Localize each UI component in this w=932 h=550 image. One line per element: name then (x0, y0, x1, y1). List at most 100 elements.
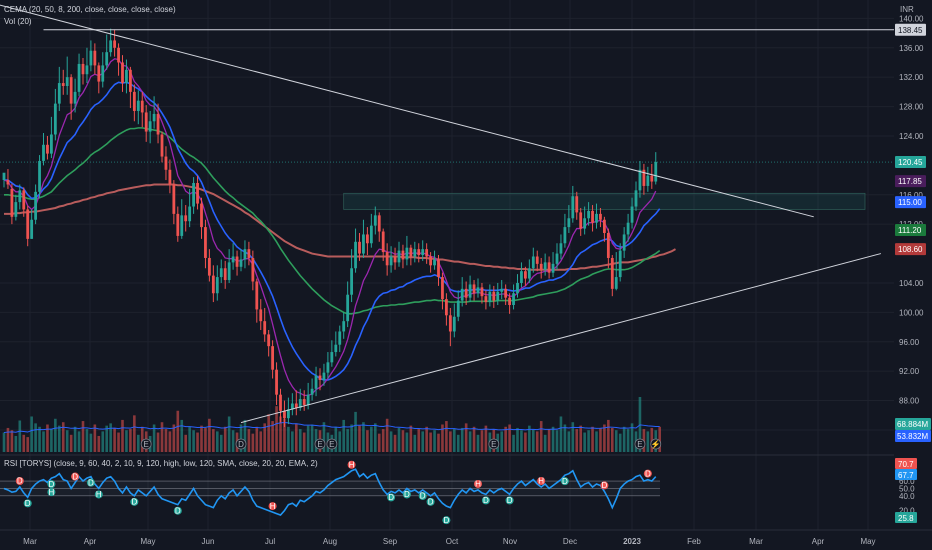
support-zone-box (343, 192, 866, 210)
volume-bar (338, 431, 342, 452)
rsi-line (3, 468, 657, 516)
event-icon-label: E (491, 440, 496, 449)
candle-body (247, 249, 251, 258)
event-icon[interactable] (235, 438, 247, 450)
price-axis[interactable]: 140.00136.00132.00128.00124.00116.00112.… (894, 0, 932, 550)
candle-body (176, 213, 180, 236)
volume-bar (520, 430, 523, 452)
volume-bar (551, 426, 555, 452)
lower-trendline[interactable] (240, 253, 882, 424)
time-axis[interactable]: Mar Apr May Jun Jul Aug Sep Oct Nov Dec 2023 Feb Mar… (0, 529, 932, 546)
candle-body (180, 215, 184, 236)
candle-body (350, 268, 353, 295)
candle-body (89, 50, 93, 66)
time-tick: Feb (687, 537, 701, 546)
candle-body (571, 196, 575, 219)
volume-bar (595, 431, 598, 452)
candle-body (346, 294, 350, 322)
rsi-marker-label: H (49, 488, 55, 497)
volume-bar (50, 429, 53, 452)
rsi-marker-label: D (17, 477, 23, 486)
price-tick: 104.00 (899, 279, 924, 288)
rsi-marker (94, 490, 103, 499)
volume-bar (204, 427, 207, 452)
candle-body (496, 291, 500, 301)
candle-body (136, 100, 140, 111)
candle-body (626, 222, 630, 235)
price-tag-label: 120.45 (898, 158, 923, 167)
candle-body (377, 215, 381, 232)
event-icon[interactable] (634, 438, 646, 450)
rsi-tick: 50.0 (899, 484, 915, 493)
event-icon[interactable] (140, 438, 152, 450)
rsi-marker-label: D (428, 498, 434, 507)
candle-body (334, 344, 338, 353)
event-icon[interactable] (314, 438, 326, 450)
volume-bar (223, 426, 227, 452)
volume-bar (109, 423, 112, 452)
volume-tag-label: 68.884M (897, 420, 928, 429)
volume-indicator-legend[interactable]: Vol (20) (4, 17, 32, 26)
main-indicator-legend[interactable]: CEMA (20, 50, 8, 200, close, close, clos… (4, 5, 176, 14)
volume-bar (445, 421, 448, 452)
event-icon[interactable] (650, 438, 662, 450)
candle-body (358, 241, 361, 254)
candle-body (65, 77, 69, 86)
volume-bar (547, 429, 551, 452)
candle-body (302, 399, 306, 405)
rsi-marker (71, 472, 80, 481)
candle-body (547, 262, 551, 273)
candle-body (310, 388, 314, 395)
time-tick: Aug (323, 537, 337, 546)
upper-trendline[interactable] (0, 0, 814, 218)
event-icons[interactable]: E D E E E E ⚡ (140, 438, 662, 450)
candle-body (279, 394, 282, 411)
candle-body (121, 62, 124, 84)
time-tick: Nov (503, 537, 517, 546)
volume-bar (267, 414, 270, 452)
candle-body (405, 247, 409, 260)
candle-body (500, 288, 504, 292)
volume-bar (579, 425, 582, 452)
volume-bar (421, 431, 424, 452)
volume-bar (69, 434, 73, 452)
volume-bar (58, 425, 61, 452)
rsi-marker-label: D (645, 469, 651, 478)
volume-bar (409, 425, 413, 452)
volume-bar (77, 431, 81, 452)
trendlines[interactable] (0, 0, 894, 424)
volume-bar (389, 431, 393, 452)
candle-body (314, 375, 318, 389)
volume-bar (555, 430, 559, 452)
rsi-indicator-legend[interactable]: RSI [TORYS] (close, 9, 60, 40, 2, 10, 9,… (4, 459, 318, 468)
candle-body (30, 219, 34, 239)
volume-bar (464, 423, 468, 452)
volume-bar (484, 425, 488, 452)
volume-bar (22, 434, 26, 452)
volume-bar (129, 429, 132, 452)
ema50-line (4, 127, 661, 315)
volume-bar (354, 411, 357, 452)
candle-body (366, 234, 369, 244)
volume-bar (61, 422, 65, 452)
candle-body (46, 144, 49, 154)
volume-bar (460, 427, 464, 452)
candle-body (38, 160, 41, 192)
volume-bar (101, 431, 105, 452)
candle-body (326, 362, 330, 373)
candle-body (200, 203, 203, 228)
volume-bar (453, 429, 456, 452)
candle-body (97, 65, 101, 82)
candle-body (101, 65, 105, 82)
event-icon[interactable] (326, 438, 338, 450)
event-icon[interactable] (488, 438, 500, 450)
rsi-marker-label: D (49, 480, 55, 489)
volume-bar (571, 422, 575, 452)
candle-body (614, 277, 618, 289)
event-icon-label: D (238, 440, 244, 449)
volume-bar (54, 418, 57, 452)
volume-bar (73, 426, 77, 452)
currency-label: INR (900, 5, 914, 14)
rsi-tag-label: 70.7 (898, 460, 914, 469)
